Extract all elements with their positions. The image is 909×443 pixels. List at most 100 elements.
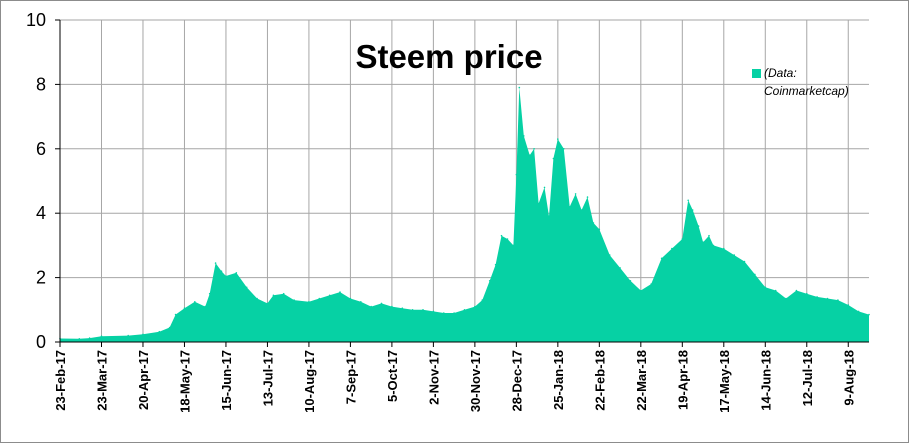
y-tick-label: 8 xyxy=(36,74,46,94)
price-point xyxy=(816,296,818,298)
price-point xyxy=(220,270,223,273)
price-point xyxy=(723,247,725,250)
legend-label-line-2: Coinmarketcap) xyxy=(764,84,849,98)
price-point xyxy=(712,244,715,247)
price-point xyxy=(78,338,81,340)
price-point xyxy=(318,297,321,300)
price-point xyxy=(619,267,621,269)
price-point xyxy=(481,299,484,301)
price-point xyxy=(183,307,186,310)
price-point xyxy=(349,297,352,300)
price-point xyxy=(515,173,518,176)
legend: (Data: Coinmarketcap) xyxy=(752,66,849,98)
x-tick-label: 5-Oct-17 xyxy=(385,350,400,402)
x-tick-label: 12-Jul-18 xyxy=(800,350,815,406)
price-point xyxy=(592,222,595,224)
price-point xyxy=(764,286,767,289)
price-point xyxy=(650,283,652,285)
price-point xyxy=(463,309,466,311)
price-point xyxy=(847,304,850,306)
legend-swatch xyxy=(752,69,761,78)
x-tick-label: 10-Aug-17 xyxy=(302,350,317,413)
price-point xyxy=(194,301,196,303)
price-point xyxy=(208,292,211,295)
price-point xyxy=(339,291,341,293)
area-layer xyxy=(59,86,870,342)
price-point xyxy=(293,299,295,301)
price-point xyxy=(214,262,217,264)
price-point xyxy=(174,313,177,316)
price-point xyxy=(548,215,550,218)
price-point xyxy=(360,301,362,303)
price-point xyxy=(380,302,383,305)
price-point xyxy=(681,238,684,240)
price-point xyxy=(806,292,808,295)
x-tick-label: 23-Feb-17 xyxy=(53,350,68,411)
price-point xyxy=(795,289,798,292)
price-point xyxy=(857,310,860,313)
x-tick-label: 25-Jan-18 xyxy=(551,350,566,410)
y-tick-label: 4 xyxy=(36,203,46,223)
x-tick-label: 20-Apr-17 xyxy=(136,350,151,410)
x-tick-label: 22-Feb-18 xyxy=(592,350,607,411)
price-point xyxy=(245,286,248,289)
price-point xyxy=(401,307,404,310)
price-point xyxy=(204,305,206,308)
x-tick-label: 17-May-18 xyxy=(717,350,732,413)
price-point xyxy=(868,313,870,316)
y-tick-labels: 0 2 4 6 8 10 xyxy=(26,10,46,352)
price-point xyxy=(580,209,583,211)
price-point xyxy=(743,260,746,263)
price-point xyxy=(528,154,531,156)
price-point xyxy=(370,305,373,308)
price-point xyxy=(518,86,521,89)
price-point xyxy=(432,310,435,313)
price-point xyxy=(754,273,756,276)
price-point xyxy=(391,305,393,308)
price-point xyxy=(629,280,632,282)
x-tick-label: 14-Jun-18 xyxy=(758,350,773,411)
price-point xyxy=(506,238,509,240)
price-point xyxy=(512,244,515,247)
price-point xyxy=(443,312,445,314)
price-point xyxy=(100,335,103,338)
x-tick-label: 19-Apr-18 xyxy=(675,350,690,410)
x-tick-label: 9-Aug-18 xyxy=(841,350,856,406)
price-point xyxy=(660,257,663,260)
price-point xyxy=(88,337,91,339)
price-point xyxy=(127,334,129,337)
price-point xyxy=(640,289,642,292)
price-point xyxy=(774,289,777,292)
price-area xyxy=(60,87,869,342)
x-tick-label: 22-Mar-18 xyxy=(634,350,649,411)
price-point xyxy=(533,148,535,150)
price-point xyxy=(608,254,611,256)
price-point xyxy=(500,234,503,237)
price-point xyxy=(543,186,546,189)
price-point xyxy=(702,241,704,243)
price-point xyxy=(266,302,269,305)
price-point xyxy=(168,326,171,329)
x-tick-label: 23-Mar-17 xyxy=(94,350,109,411)
price-point xyxy=(586,196,589,198)
axes-layer xyxy=(55,19,869,347)
x-tick-label: 13-Jul-17 xyxy=(260,350,275,406)
price-point xyxy=(328,294,331,297)
price-point xyxy=(557,138,559,140)
price-point xyxy=(474,305,476,308)
price-point xyxy=(272,294,275,297)
x-tick-label: 28-Dec-17 xyxy=(509,350,524,411)
price-point xyxy=(411,309,414,311)
price-point xyxy=(671,247,673,250)
price-point xyxy=(563,148,565,150)
price-point xyxy=(282,292,285,295)
price-point xyxy=(453,312,455,314)
y-tick-label: 6 xyxy=(36,139,46,159)
legend-label-line-1: (Data: xyxy=(764,66,797,80)
price-point xyxy=(568,206,571,208)
price-point xyxy=(837,299,839,301)
price-point xyxy=(225,275,227,277)
price-point xyxy=(256,297,258,300)
y-tick-label: 0 xyxy=(36,332,46,352)
y-tick-label: 10 xyxy=(26,10,46,30)
